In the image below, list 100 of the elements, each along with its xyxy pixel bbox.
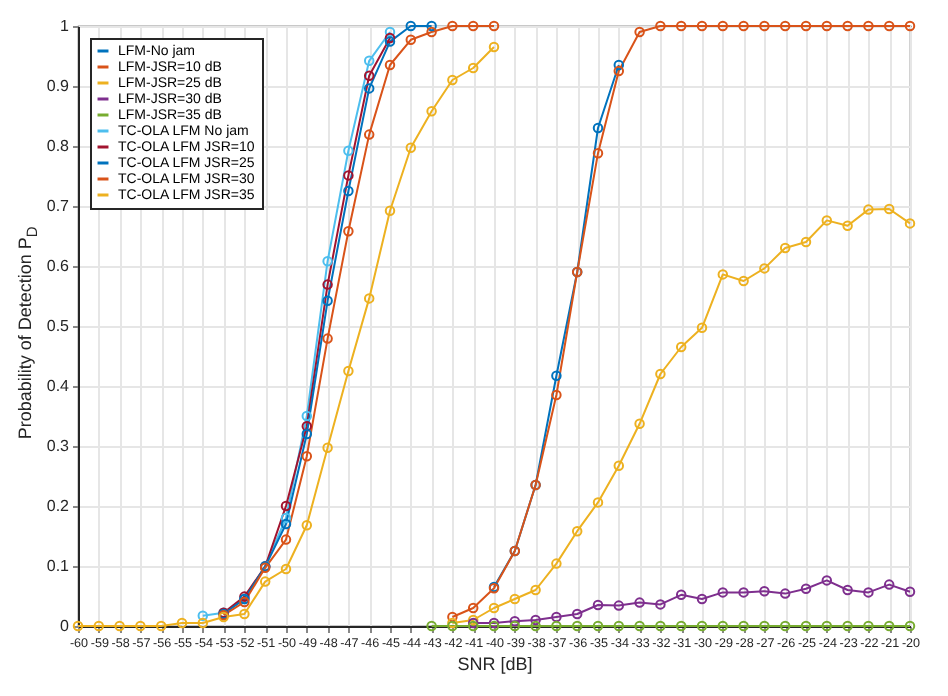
- point: [363, 55, 375, 67]
- point: [405, 142, 417, 154]
- point: [592, 620, 604, 632]
- point: [800, 620, 812, 632]
- point: [675, 20, 687, 32]
- point: [696, 593, 708, 605]
- point: [551, 611, 562, 623]
- point: [675, 620, 687, 632]
- point: [384, 205, 396, 217]
- point: [675, 341, 687, 353]
- point: [301, 410, 313, 422]
- point: [571, 620, 583, 632]
- point: [883, 579, 895, 590]
- point: [239, 608, 250, 620]
- point: [322, 295, 333, 307]
- y-tick-label: 0.2: [46, 497, 71, 515]
- point: [155, 620, 167, 632]
- point: [280, 512, 292, 524]
- point: [280, 563, 292, 575]
- point: [634, 620, 645, 632]
- point: [363, 83, 375, 94]
- point: [634, 418, 645, 430]
- point: [655, 368, 666, 380]
- point: [301, 428, 313, 440]
- point: [717, 269, 729, 280]
- y-tick-label: 0.8: [46, 137, 71, 155]
- point: [322, 333, 333, 344]
- point: [738, 275, 749, 287]
- point: [863, 587, 874, 598]
- point: [613, 600, 625, 611]
- point: [467, 20, 479, 32]
- point: [759, 620, 770, 632]
- point: [301, 450, 313, 462]
- point: [592, 497, 604, 508]
- point: [447, 74, 458, 86]
- y-tick-label: 0.3: [46, 437, 71, 455]
- point: [426, 105, 437, 117]
- point: [322, 442, 333, 454]
- point: [634, 26, 645, 38]
- point: [322, 279, 333, 290]
- point: [779, 588, 791, 599]
- point: [696, 322, 708, 334]
- point: [800, 583, 812, 595]
- point: [280, 500, 292, 512]
- point: [301, 519, 313, 531]
- y-tick-label: 0.5: [46, 317, 71, 335]
- point: [551, 370, 562, 382]
- x-axis-title: SNR [dB]: [457, 653, 533, 674]
- point: [343, 170, 354, 181]
- point: [530, 620, 541, 632]
- point: [779, 242, 791, 254]
- point: [613, 65, 625, 77]
- point: [717, 20, 729, 32]
- point: [655, 20, 666, 32]
- point: [592, 147, 604, 159]
- point: [863, 620, 874, 632]
- point: [821, 575, 833, 586]
- point: [363, 129, 375, 140]
- point: [343, 365, 354, 377]
- point: [363, 70, 375, 82]
- point: [675, 589, 687, 601]
- point: [800, 20, 812, 32]
- point: [509, 620, 521, 632]
- point: [176, 617, 188, 629]
- point: [655, 620, 666, 632]
- point: [467, 62, 479, 74]
- point: [384, 59, 396, 71]
- point: [842, 620, 853, 632]
- point: [343, 145, 354, 157]
- point: [883, 203, 895, 215]
- point: [821, 20, 833, 32]
- point: [259, 576, 271, 587]
- point: [800, 236, 812, 248]
- point: [592, 122, 604, 134]
- point: [842, 584, 853, 596]
- point: [759, 20, 770, 32]
- point: [530, 614, 541, 626]
- point: [696, 20, 708, 32]
- point: [405, 20, 417, 32]
- point: [280, 518, 292, 530]
- point: [343, 185, 354, 197]
- point: [551, 558, 562, 569]
- point: [738, 587, 749, 598]
- point: [280, 534, 292, 545]
- point: [551, 620, 562, 632]
- point: [696, 620, 708, 632]
- y-tick-label: 0: [60, 617, 71, 635]
- point: [613, 460, 625, 472]
- point: [405, 34, 417, 46]
- point: [592, 599, 604, 611]
- point: [717, 587, 729, 598]
- point: [634, 597, 645, 608]
- y-tick-label: 0.6: [46, 257, 71, 275]
- point: [343, 225, 354, 237]
- point: [571, 525, 583, 537]
- point: [759, 585, 770, 597]
- point: [363, 293, 375, 304]
- point: [738, 620, 749, 632]
- point: [509, 615, 521, 627]
- y-tick-label: 0.4: [46, 377, 71, 395]
